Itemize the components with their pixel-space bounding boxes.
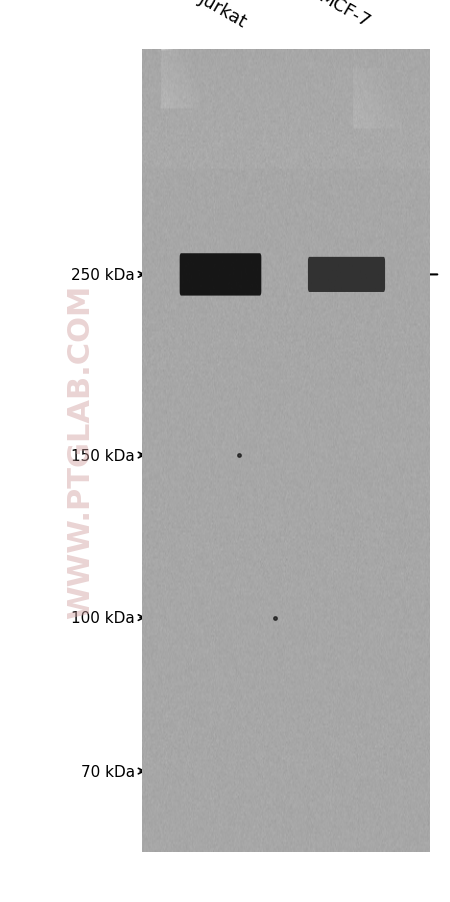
Text: Jurkat: Jurkat bbox=[196, 0, 250, 32]
Text: 150 kDa: 150 kDa bbox=[71, 448, 135, 463]
FancyBboxPatch shape bbox=[180, 254, 261, 296]
Text: WWW.PTGLAB.COM: WWW.PTGLAB.COM bbox=[67, 284, 95, 618]
Text: 100 kDa: 100 kDa bbox=[71, 611, 135, 625]
Text: MCF-7: MCF-7 bbox=[315, 0, 373, 32]
FancyBboxPatch shape bbox=[308, 258, 385, 292]
Text: 70 kDa: 70 kDa bbox=[81, 764, 135, 778]
Text: 250 kDa: 250 kDa bbox=[71, 268, 135, 282]
